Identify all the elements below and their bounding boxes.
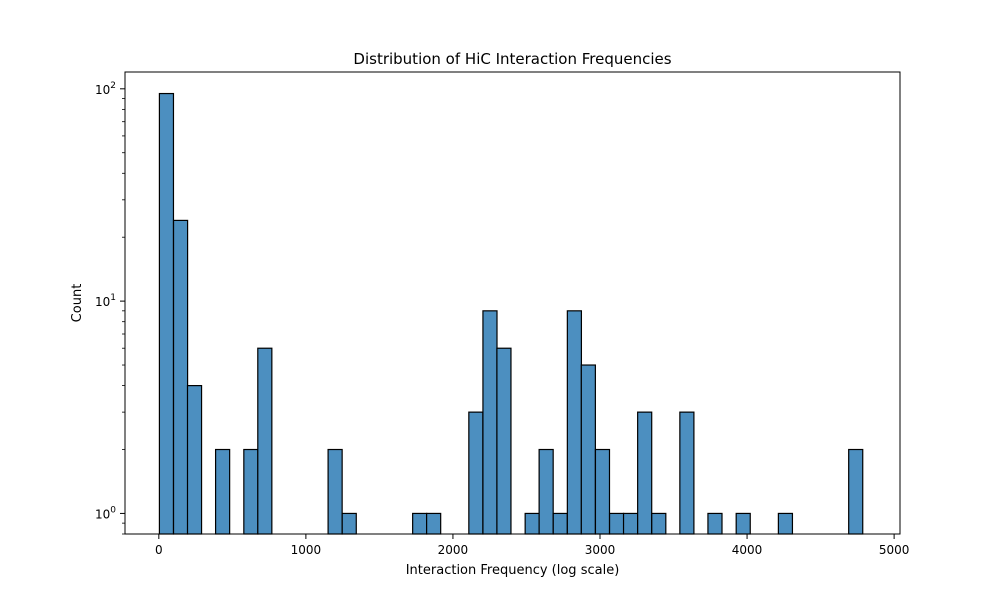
x-axis-label: Interaction Frequency (log scale)	[406, 563, 620, 578]
y-tick-label: 101	[95, 293, 116, 309]
histogram-bar	[651, 512, 667, 535]
histogram-bar	[538, 448, 554, 535]
histogram-bar	[243, 448, 259, 535]
histogram-bar	[426, 512, 442, 535]
histogram-bar	[735, 512, 751, 535]
histogram-bar	[777, 512, 794, 535]
histogram-bar	[552, 512, 568, 535]
x-tick-label: 5000	[879, 543, 910, 557]
histogram-bar	[566, 310, 583, 535]
y-tick-label: 102	[95, 81, 116, 97]
histogram-bar	[341, 512, 357, 535]
histogram-bar	[412, 512, 428, 535]
histogram-bar	[496, 347, 512, 535]
histogram-bar	[257, 347, 273, 535]
chart-title: Distribution of HiC Interaction Frequenc…	[353, 50, 671, 68]
x-tick-label: 2000	[438, 543, 469, 557]
histogram-bar	[482, 310, 498, 535]
histogram-bar	[622, 512, 639, 535]
histogram-bar	[158, 92, 175, 535]
histogram-bar	[608, 512, 625, 535]
histogram-bar	[679, 411, 695, 535]
histogram-bar	[594, 448, 611, 535]
histogram-bar	[580, 364, 596, 535]
histogram-bar	[848, 448, 864, 535]
histogram-bar	[172, 219, 189, 535]
y-axis-ticks: 100 101 102	[95, 81, 125, 535]
histogram-bar	[468, 411, 484, 535]
histogram-bar	[214, 448, 231, 535]
y-axis-label: Count	[70, 284, 85, 323]
x-tick-label: 0	[155, 543, 163, 557]
histogram-bar	[637, 411, 653, 535]
histogram-bar	[524, 512, 540, 535]
x-axis-ticks: 0 1000 2000 3000 4000 5000	[155, 534, 909, 557]
histogram-bar	[186, 385, 203, 535]
histogram-bar	[707, 512, 723, 535]
y-tick-label: 100	[95, 505, 116, 521]
x-tick-label: 3000	[585, 543, 616, 557]
plot-frame	[124, 71, 901, 535]
histogram-bar	[327, 448, 343, 535]
x-tick-label: 1000	[291, 543, 322, 557]
x-tick-label: 4000	[732, 543, 763, 557]
